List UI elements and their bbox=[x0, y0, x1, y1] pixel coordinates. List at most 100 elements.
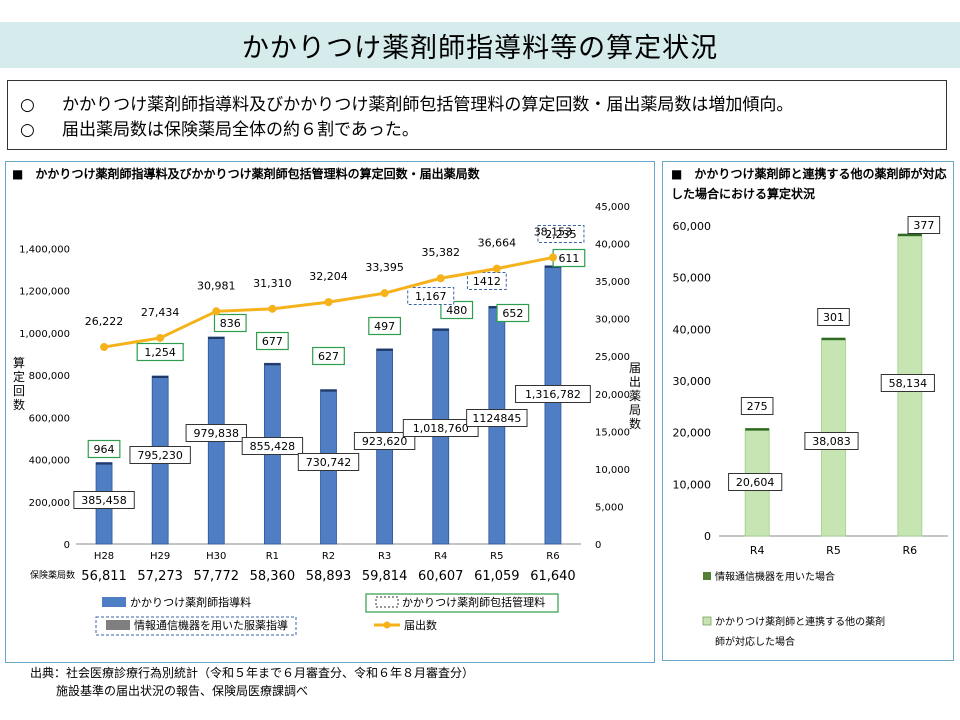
x-tick-label: H30 bbox=[206, 551, 226, 562]
legend-label: 届出数 bbox=[404, 618, 437, 632]
telemedicine-value-label: 275 bbox=[747, 400, 768, 413]
right-y-axis-label: 局 bbox=[629, 403, 641, 417]
right-chart-title: ■ かかりつけ薬剤師と連携する他の薬剤師が対応した場合における算定状況 bbox=[671, 167, 947, 201]
line-point bbox=[100, 343, 109, 352]
x-tick-label: R5 bbox=[490, 551, 503, 562]
pharmacy-count-label: 保険薬局数 bbox=[30, 569, 75, 581]
line-point bbox=[268, 304, 277, 313]
bar-value-label: 795,230 bbox=[137, 449, 183, 462]
bar-value-label-box bbox=[880, 374, 935, 392]
page-title: かかりつけ薬剤師指導料等の算定状況 bbox=[241, 32, 719, 64]
left-y-tick-label: 0 bbox=[64, 540, 70, 551]
inclusive-value-label: 836 bbox=[220, 317, 241, 330]
inclusive-value-label: 497 bbox=[374, 320, 395, 333]
bar-value-label-box bbox=[73, 491, 135, 509]
bar-value-label: 20,604 bbox=[736, 476, 775, 489]
summary-line: ○ かかりつけ薬剤師指導料及びかかりつけ薬剤師包括管理料の算定回数・届出薬局数は増… bbox=[20, 93, 946, 118]
legend-label: かかりつけ薬剤師と連携する他の薬剤 bbox=[715, 615, 885, 628]
pharmacy-count-value: 57,273 bbox=[137, 569, 183, 584]
line-value-label: 33,395 bbox=[365, 261, 404, 274]
source-note: 出典：社会医療診療行為別統計（令和５年まで６月審査分、令和６年８月審査分） 施設… bbox=[30, 664, 474, 700]
right-y-axis-label: 数 bbox=[629, 416, 641, 431]
bar-cap bbox=[320, 389, 337, 392]
telemedicine-value-label: 1412 bbox=[473, 275, 501, 288]
left-y-tick-label: 1,200,000 bbox=[19, 287, 70, 298]
bar-value-label: 730,742 bbox=[306, 456, 352, 469]
bar-value-label: 1,316,782 bbox=[525, 388, 581, 401]
bar-value-label-box bbox=[185, 424, 247, 442]
bar-value-label-box bbox=[241, 437, 304, 455]
inclusive-value-label-box bbox=[368, 316, 402, 336]
bar-telemedicine bbox=[821, 337, 846, 341]
legend-swatch-point bbox=[383, 621, 391, 629]
inclusive-value-label: 627 bbox=[318, 350, 339, 363]
bar-value-label: 1124845 bbox=[472, 412, 521, 425]
x-tick-label: R2 bbox=[322, 551, 335, 562]
right-y-tick-label: 30,000 bbox=[595, 315, 630, 326]
right-y-tick-label: 35,000 bbox=[595, 277, 630, 288]
bar-value-label-box bbox=[297, 453, 360, 471]
inclusive-value-label-box bbox=[496, 303, 530, 323]
bar-value-label: 923,620 bbox=[362, 435, 408, 448]
left-y-tick-label: 200,000 bbox=[29, 498, 70, 509]
legend-label: かかりつけ薬剤師指導料 bbox=[130, 595, 251, 609]
x-tick-label: R6 bbox=[903, 544, 918, 557]
x-tick-label: R4 bbox=[434, 551, 447, 562]
legend-label: 師が対応した場合 bbox=[715, 635, 795, 648]
line-value-label: 26,222 bbox=[85, 315, 124, 328]
line-value-label: 31,310 bbox=[253, 277, 292, 290]
telemedicine-value-label-box bbox=[407, 287, 455, 305]
bar-value-label-box bbox=[466, 409, 528, 427]
legend-label: かかりつけ薬剤師包括管理料 bbox=[402, 595, 545, 609]
telemedicine-value-label-box bbox=[740, 397, 774, 415]
inclusive-value-label-box bbox=[440, 300, 474, 320]
line-value-label: 32,204 bbox=[309, 270, 348, 283]
pharmacy-count-value: 61,059 bbox=[474, 569, 520, 584]
left-y-tick-label: 600,000 bbox=[29, 413, 70, 424]
line-value-label: 38,153 bbox=[534, 225, 573, 238]
left-y-tick-label: 400,000 bbox=[29, 456, 70, 467]
bar-value-label: 855,428 bbox=[250, 440, 296, 453]
bar-value-label-box bbox=[129, 446, 191, 464]
inclusive-value-label-box bbox=[255, 331, 289, 351]
right-chart: 0 10,000 20,000 30,000 40,000 50,000 60,000 R4 R… bbox=[673, 216, 948, 648]
inclusive-value-label: 964 bbox=[94, 443, 115, 456]
bar-value-label: 979,838 bbox=[194, 427, 240, 440]
right-y-axis-label: 届 bbox=[629, 361, 641, 375]
telemedicine-value-label-box bbox=[817, 308, 850, 326]
right-y-tick-label: 10,000 bbox=[595, 465, 630, 476]
line-point bbox=[548, 253, 557, 262]
title-bar: かかりつけ薬剤師指導料等の算定状況 bbox=[0, 22, 960, 68]
telemedicine-value-label: 301 bbox=[823, 311, 844, 324]
summary-box: ○ かかりつけ薬剤師指導料及びかかりつけ薬剤師包括管理料の算定回数・届出薬局数は増… bbox=[7, 80, 947, 150]
bar-value-label-box bbox=[728, 473, 783, 491]
line-point bbox=[492, 264, 501, 273]
inclusive-value-label: 1,254 bbox=[144, 346, 176, 359]
x-tick-label: R1 bbox=[266, 551, 279, 562]
x-tick-label: R4 bbox=[750, 544, 765, 557]
bar-shidou bbox=[544, 265, 562, 545]
pharmacy-count-value: 57,772 bbox=[194, 569, 240, 584]
line-point bbox=[212, 307, 221, 316]
bar-value-label: 1,018,760 bbox=[413, 422, 469, 435]
bar-cap bbox=[432, 328, 449, 331]
line-value-label: 35,382 bbox=[421, 246, 460, 259]
summary-text: かかりつけ薬剤師指導料及びかかりつけ薬剤師包括管理料の算定回数・届出薬局数は増加… bbox=[62, 95, 794, 115]
circle-bullet: ○ bbox=[20, 95, 35, 115]
pharmacy-count-value: 61,640 bbox=[530, 569, 576, 584]
right-y-tick-label: 15,000 bbox=[595, 427, 630, 438]
bar-value-label-box bbox=[515, 385, 591, 403]
bar-value-label: 58,134 bbox=[889, 377, 928, 390]
bar-cap bbox=[96, 462, 113, 465]
right-y-axis-label: 薬 bbox=[629, 389, 641, 403]
pharmacy-count-value: 60,607 bbox=[418, 569, 464, 584]
right-y-tick-label: 40,000 bbox=[595, 240, 630, 251]
y-tick-label: 10,000 bbox=[673, 478, 712, 491]
inclusive-value-label-box bbox=[312, 346, 345, 366]
y-tick-label: 20,000 bbox=[673, 427, 712, 440]
y-tick-label: 60,000 bbox=[673, 220, 712, 233]
left-y-tick-label: 1,400,000 bbox=[19, 244, 70, 255]
y-tick-label: 30,000 bbox=[673, 375, 712, 388]
bar-cap bbox=[152, 376, 169, 379]
legend-swatch-shidou bbox=[102, 597, 126, 607]
